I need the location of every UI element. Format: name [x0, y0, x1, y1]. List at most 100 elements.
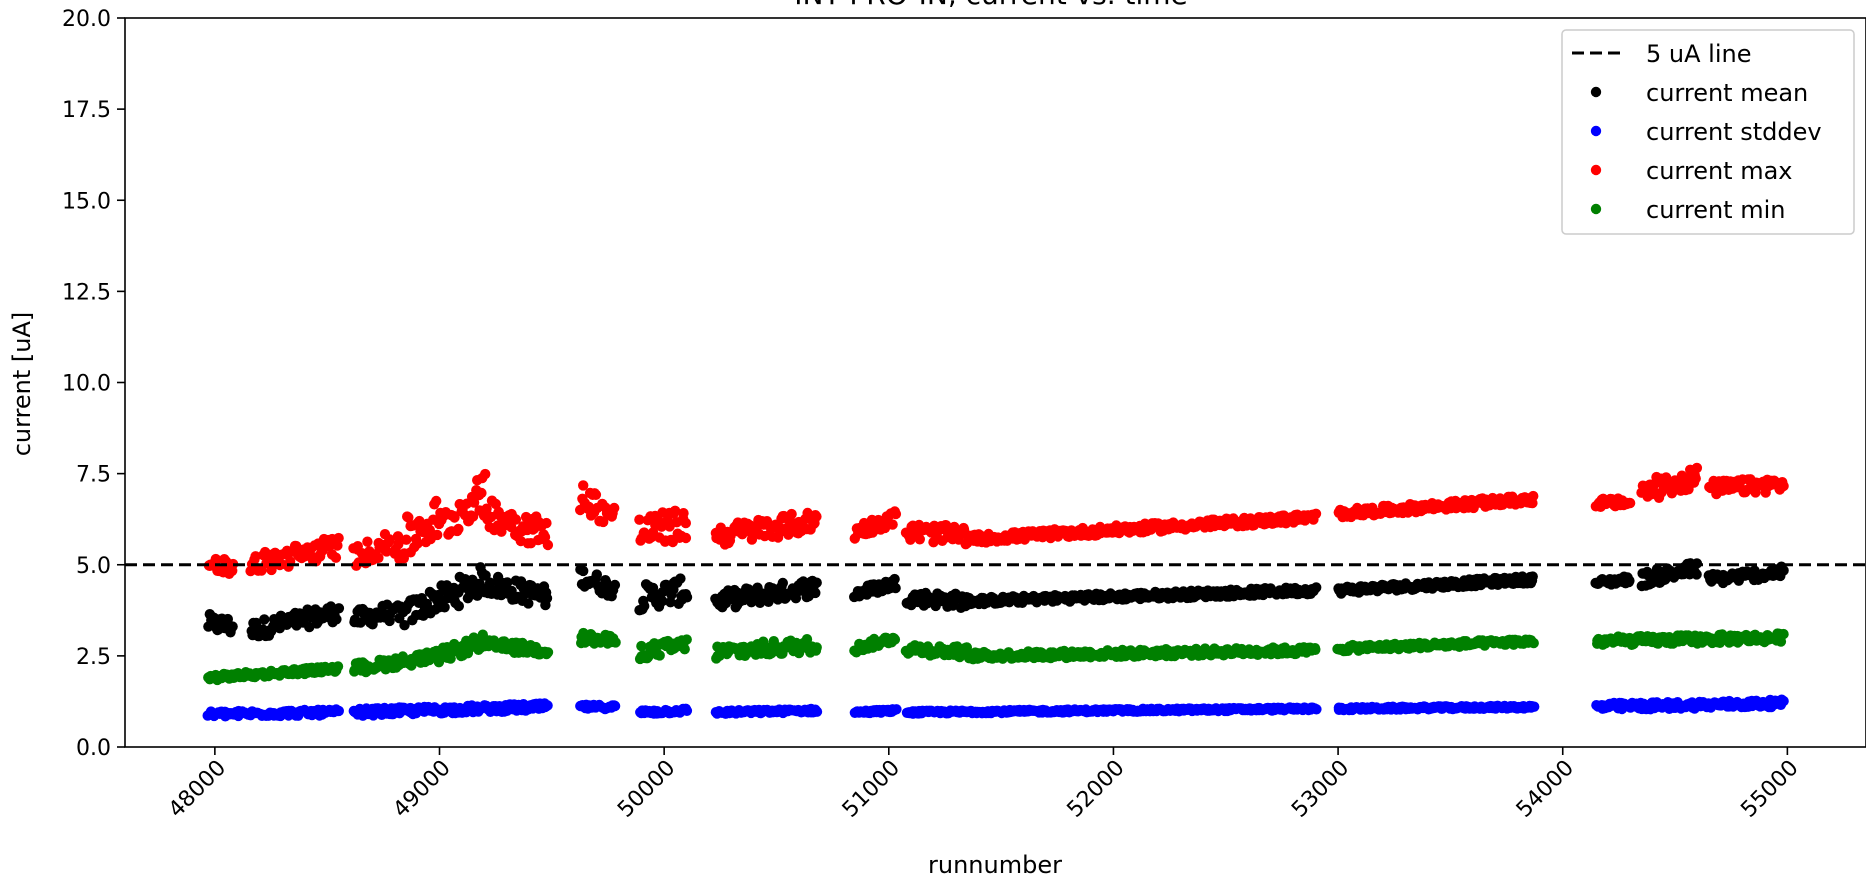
y-tick-label: 7.5: [76, 463, 111, 488]
y-tick-label: 17.5: [62, 98, 111, 123]
y-tick-label: 12.5: [62, 280, 111, 305]
data-point: [1692, 463, 1702, 473]
legend-dot-marker: [1591, 126, 1601, 136]
legend: 5 uA line current mean current stddev curre…: [1562, 30, 1854, 234]
data-point: [681, 533, 691, 543]
y-tick-label: 2.5: [76, 645, 111, 670]
data-point: [610, 701, 620, 711]
data-point: [333, 661, 343, 671]
x-tick-label: 52000: [1063, 756, 1130, 823]
data-point: [591, 490, 601, 500]
data-point: [1691, 569, 1701, 579]
data-point: [915, 534, 925, 544]
data-point: [812, 578, 822, 588]
y-tick-label: 0.0: [76, 736, 111, 761]
x-tick-label: 55000: [1736, 756, 1803, 823]
legend-label: current min: [1646, 196, 1785, 224]
y-axis-label: current [uA]: [8, 312, 36, 457]
data-point: [227, 621, 237, 631]
data-point: [592, 569, 602, 579]
x-axis-label: runnumber: [928, 851, 1062, 879]
data-point: [681, 518, 691, 528]
data-point: [334, 603, 344, 613]
series-current-mean: [203, 558, 1789, 641]
data-point: [610, 580, 620, 590]
series-current-stddev: [203, 695, 1789, 722]
data-point: [610, 637, 620, 647]
data-point: [543, 540, 553, 550]
x-tick-label: 54000: [1512, 756, 1579, 823]
x-tick-label: 50000: [613, 756, 680, 823]
data-point: [542, 593, 552, 603]
data-point: [1311, 582, 1321, 592]
legend-label: 5 uA line: [1646, 40, 1751, 68]
data-point: [675, 573, 685, 583]
y-axis: 0.02.55.07.510.012.515.017.520.0: [62, 7, 125, 761]
data-point: [439, 602, 449, 612]
data-point: [889, 574, 899, 584]
data-point: [812, 642, 822, 652]
data-point: [432, 530, 442, 540]
data-point: [1778, 565, 1788, 575]
data-point: [1778, 481, 1788, 491]
data-point: [682, 634, 692, 644]
x-axis: 48000 49000 50000 51000 52000 53000 54000 55000: [164, 747, 1804, 823]
data-point: [476, 488, 486, 498]
legend-label: current mean: [1646, 79, 1808, 107]
data-point: [682, 592, 692, 602]
data-point: [542, 700, 552, 710]
data-point: [1528, 491, 1538, 501]
legend-dot-marker: [1591, 87, 1601, 97]
series-current-min: [203, 628, 1789, 685]
data-point: [680, 644, 690, 654]
data-point: [811, 511, 821, 521]
data-point: [1528, 571, 1538, 581]
series-current-max: [204, 463, 1789, 579]
x-tick-label: 48000: [164, 756, 231, 823]
data-point: [890, 583, 900, 593]
data-point: [812, 707, 822, 717]
data-point: [453, 524, 463, 534]
data-point: [480, 469, 490, 479]
data-point: [810, 588, 820, 598]
data-point: [1311, 509, 1321, 519]
data-point: [1691, 473, 1701, 483]
data-point: [331, 614, 341, 624]
data-point: [1529, 638, 1539, 648]
data-point: [1624, 576, 1634, 586]
data-point: [333, 533, 343, 543]
data-point: [454, 601, 464, 611]
data-point: [778, 578, 788, 588]
chart-title: INT PRO-IN, current vs. time: [794, 0, 1188, 11]
data-point: [1778, 696, 1788, 706]
data-point: [1529, 702, 1539, 712]
data-point: [639, 601, 649, 611]
data-point: [1625, 498, 1635, 508]
data-point: [578, 566, 588, 576]
y-tick-label: 5.0: [76, 554, 111, 579]
legend-dot-marker: [1591, 204, 1601, 214]
data-point: [431, 496, 441, 506]
data-point: [887, 519, 897, 529]
data-point: [543, 647, 553, 657]
data-point: [1778, 629, 1788, 639]
data-point: [682, 706, 692, 716]
data-point: [609, 503, 619, 513]
data-point: [678, 508, 688, 518]
data-point: [1311, 704, 1321, 714]
x-tick-label: 53000: [1287, 756, 1354, 823]
x-tick-label: 51000: [838, 756, 905, 823]
data-point: [541, 518, 551, 528]
legend-dot-marker: [1591, 165, 1601, 175]
data-point: [655, 650, 665, 660]
data-point: [890, 634, 900, 644]
data-point: [523, 598, 533, 608]
data-point: [891, 704, 901, 714]
data-point: [259, 614, 269, 624]
x-tick-label: 49000: [389, 756, 456, 823]
data-point: [362, 537, 372, 547]
y-tick-label: 15.0: [62, 189, 111, 214]
data-point: [891, 509, 901, 519]
legend-label: current stddev: [1646, 118, 1822, 146]
